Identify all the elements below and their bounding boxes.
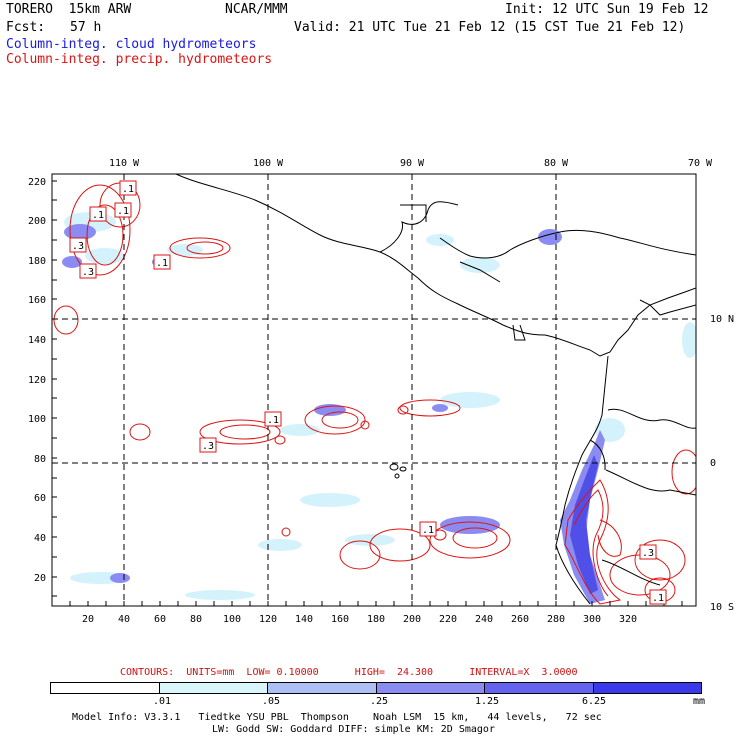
lon-label-100w: 100 W [253, 158, 284, 169]
graticule [52, 174, 696, 606]
x-tick: 320 [619, 614, 637, 625]
lat-label-10n: 10 N [710, 314, 734, 325]
coastlines [175, 174, 696, 605]
y-axis-labels: 220 200 180 160 140 120 100 80 60 40 20 [28, 177, 46, 584]
contour-label: .3 [82, 267, 94, 278]
contour-label-boxes [69, 180, 667, 605]
contour-label: .3 [72, 241, 84, 252]
x-tick: 220 [439, 614, 457, 625]
x-tick: 120 [259, 614, 277, 625]
contour-label: .1 [422, 525, 434, 536]
longitude-labels: 110 W 100 W 90 W 80 W 70 W [109, 158, 713, 169]
y-tick: 140 [28, 335, 46, 346]
x-tick: 240 [475, 614, 493, 625]
x-tick: 100 [223, 614, 241, 625]
lat-label-10s: 10 S [710, 602, 734, 613]
forecast-hours: 57 h [70, 20, 102, 35]
model-title: TORERO 15km ARW [6, 2, 132, 17]
x-tick: 300 [583, 614, 601, 625]
y-tick: 20 [34, 573, 46, 584]
y-tick: 40 [34, 533, 46, 544]
x-tick: 60 [154, 614, 166, 625]
y-tick: 120 [28, 375, 46, 386]
x-tick: 80 [190, 614, 202, 625]
legend-cell [51, 683, 160, 693]
precip-contours [53, 182, 696, 605]
x-tick: 280 [547, 614, 565, 625]
x-tick: 200 [403, 614, 421, 625]
lon-label-80w: 80 W [544, 158, 569, 169]
lon-label-70w: 70 W [688, 158, 713, 169]
y-tick: 60 [34, 493, 46, 504]
x-tick: 20 [82, 614, 94, 625]
valid-time: Valid: 21 UTC Tue 21 Feb 12 (15 CST Tue … [294, 20, 686, 35]
y-tick: 180 [28, 256, 46, 267]
galapagos-islands [389, 463, 407, 479]
legend-tick: .25 [370, 696, 389, 707]
field-cloud-title: Column-integ. cloud hydrometeors [6, 37, 257, 52]
contour-label: .3 [202, 441, 214, 452]
legend-tick: 6.25 [582, 696, 607, 707]
x-tick: 40 [118, 614, 130, 625]
cloud-shading-dark [62, 224, 605, 604]
field-precip-title: Column-integ. precip. hydrometeors [6, 52, 273, 67]
legend-tick: .01 [153, 696, 172, 707]
legend-tick: .05 [262, 696, 281, 707]
contour-label: .1 [156, 258, 168, 269]
y-tick: 220 [28, 177, 46, 188]
cloud-shading-light [64, 212, 696, 600]
legend-cell [376, 683, 485, 693]
tick-marks [52, 180, 683, 606]
lon-label-90w: 90 W [400, 158, 425, 169]
legend-tick: 1.25 [475, 696, 500, 707]
contour-label: .1 [652, 593, 664, 604]
contour-label: .1 [117, 206, 129, 217]
contour-label: .1 [92, 210, 104, 221]
y-tick: 160 [28, 295, 46, 306]
legend-cell [268, 683, 377, 693]
x-tick: 140 [295, 614, 313, 625]
lat-label-0: 0 [710, 458, 716, 469]
model-info: Model Info: V3.3.1 Tiedtke YSU PBL Thomp… [72, 712, 602, 723]
map-frame [51, 173, 697, 607]
x-tick: 260 [511, 614, 529, 625]
x-tick: 180 [367, 614, 385, 625]
x-tick: 160 [331, 614, 349, 625]
legend-cell [593, 683, 701, 693]
y-tick: 200 [28, 216, 46, 227]
x-axis-labels: 20 40 60 80 100 120 140 160 180 200 220 … [82, 614, 637, 625]
forecast-label: Fcst: [6, 20, 46, 35]
legend-unit: mm [693, 696, 706, 707]
legend-cell [485, 683, 594, 693]
center-name: NCAR/MMM [225, 2, 288, 17]
y-tick: 100 [28, 414, 46, 425]
contour-label: .3 [642, 548, 654, 559]
contour-labels: .1 .1 .1 .3 .3 .1 .1 .3 .1 .3 .1 [72, 184, 664, 604]
contour-label: .1 [267, 415, 279, 426]
color-legend-bar [50, 682, 702, 694]
latitude-labels: 10 N 0 10 S [710, 314, 734, 613]
lon-label-110w: 110 W [109, 158, 140, 169]
contours-info: CONTOURS: UNITS=mm LOW= 0.10000 HIGH= 24… [120, 667, 578, 678]
init-time: Init: 12 UTC Sun 19 Feb 12 [505, 2, 709, 17]
y-tick: 80 [34, 454, 46, 465]
legend-cell [159, 683, 268, 693]
contour-label: .1 [122, 184, 134, 195]
model-info-physics: LW: Godd SW: Goddard DIFF: simple KM: 2D… [212, 724, 495, 735]
